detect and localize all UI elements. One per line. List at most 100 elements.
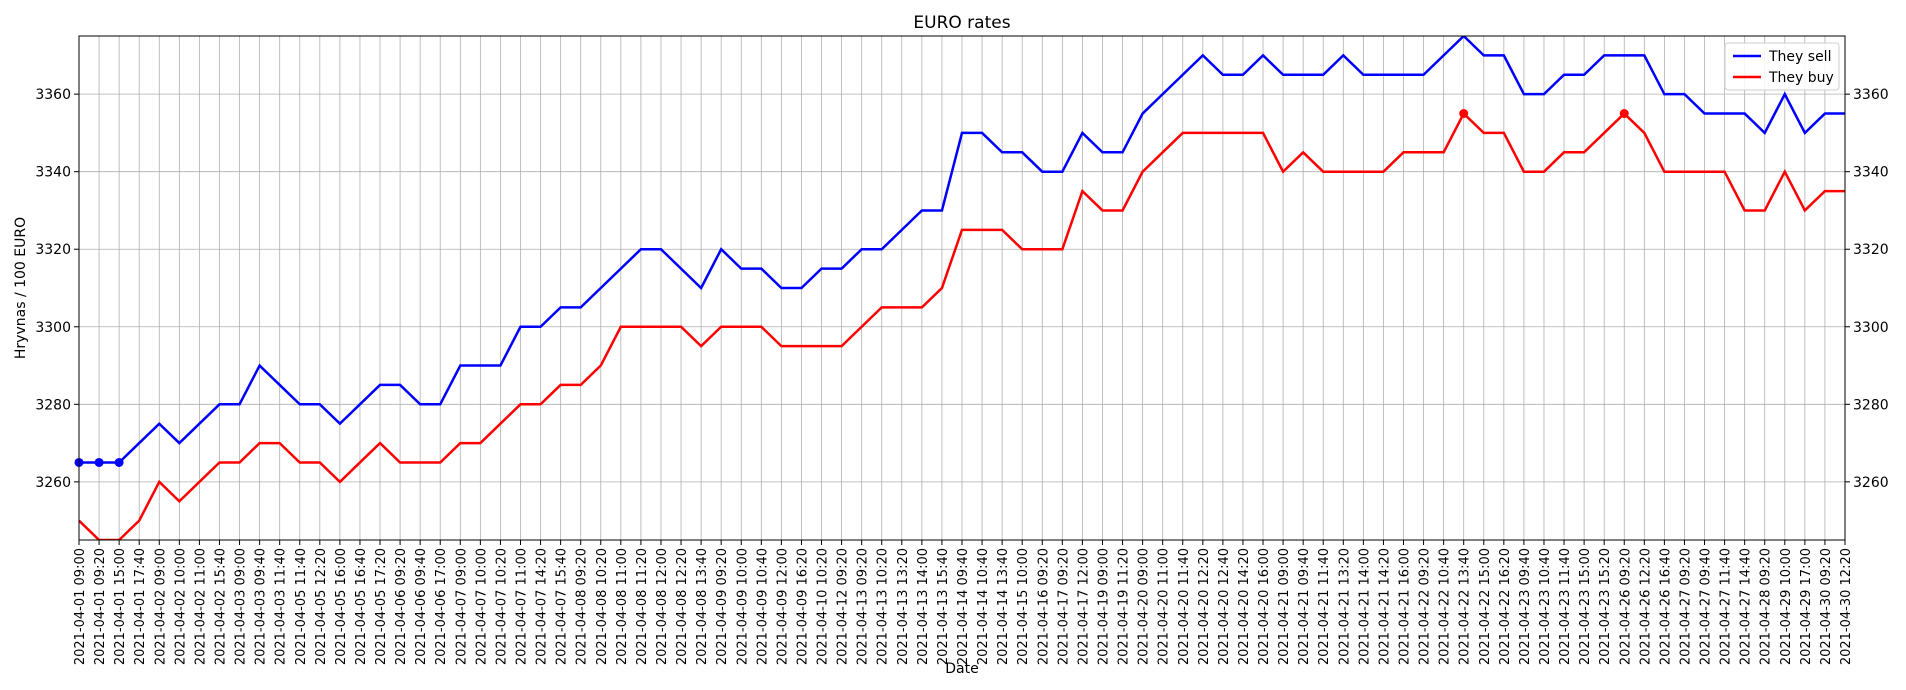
point-marker xyxy=(1619,109,1629,119)
x-tick-label: 2021-04-17 12:00 xyxy=(1076,548,1091,665)
x-tick-label: 2021-04-20 16:00 xyxy=(1257,548,1272,665)
y2-tick-label: 3340 xyxy=(1853,165,1889,181)
x-tick-label: 2021-04-08 10:20 xyxy=(595,548,610,665)
x-tick-label: 2021-04-01 15:00 xyxy=(113,548,128,665)
x-tick-label: 2021-04-21 14:00 xyxy=(1357,548,1372,665)
x-tick-label: 2021-04-02 10:00 xyxy=(173,548,188,665)
x-tick-label: 2021-04-20 09:00 xyxy=(1137,548,1152,665)
x-tick-label: 2021-04-15 10:00 xyxy=(1016,548,1031,665)
x-tick-label: 2021-04-07 14:20 xyxy=(535,548,550,665)
x-tick-label: 2021-04-27 14:40 xyxy=(1739,548,1754,665)
x-tick-label: 2021-04-30 12:20 xyxy=(1839,548,1854,665)
x-tick-label: 2021-04-20 11:40 xyxy=(1177,548,1192,665)
x-tick-label: 2021-04-26 16:40 xyxy=(1658,548,1673,665)
x-tick-label: 2021-04-06 09:20 xyxy=(394,548,409,665)
x-axis-label: Date xyxy=(945,661,978,677)
x-tick-label: 2021-04-05 11:40 xyxy=(294,548,309,665)
x-tick-label: 2021-04-27 09:40 xyxy=(1699,548,1714,665)
x-tick-label: 2021-04-30 09:20 xyxy=(1819,548,1834,665)
x-tick-label: 2021-04-09 10:40 xyxy=(755,548,770,665)
x-tick-label: 2021-04-02 15:40 xyxy=(213,548,228,665)
x-tick-label: 2021-04-21 09:40 xyxy=(1297,548,1312,665)
x-tick-label: 2021-04-23 09:40 xyxy=(1518,548,1533,665)
x-tick-label: 2021-04-03 09:40 xyxy=(254,548,269,665)
x-tick-label: 2021-04-12 09:20 xyxy=(836,548,851,665)
x-tick-label: 2021-04-23 11:40 xyxy=(1558,548,1573,665)
y-tick-label: 3260 xyxy=(35,475,71,491)
x-tick-label: 2021-04-09 09:20 xyxy=(715,548,730,665)
legend-label: They buy xyxy=(1768,70,1834,86)
y-tick-label: 3300 xyxy=(35,320,71,336)
x-tick-label: 2021-04-22 10:40 xyxy=(1438,548,1453,665)
y2-tick-label: 3300 xyxy=(1853,320,1889,336)
x-tick-label: 2021-04-05 16:40 xyxy=(354,548,369,665)
x-tick-label: 2021-04-09 16:20 xyxy=(795,548,810,665)
x-tick-label: 2021-04-17 09:20 xyxy=(1056,548,1071,665)
x-tick-label: 2021-04-03 09:00 xyxy=(234,548,249,665)
y2-tick-label: 3260 xyxy=(1853,475,1889,491)
x-tick-label: 2021-04-21 13:20 xyxy=(1337,548,1352,665)
x-tick-label: 2021-04-09 12:00 xyxy=(775,548,790,665)
x-tick-label: 2021-04-07 09:00 xyxy=(454,548,469,665)
x-tick-label: 2021-04-22 09:20 xyxy=(1418,548,1433,665)
y-tick-label: 3320 xyxy=(35,242,71,258)
plot-frame xyxy=(78,35,1846,541)
x-tick-label: 2021-04-13 13:20 xyxy=(896,548,911,665)
point-marker xyxy=(1459,109,1469,119)
x-tick-label: 2021-04-07 10:00 xyxy=(474,548,489,665)
x-tick-label: 2021-04-05 16:00 xyxy=(334,548,349,665)
x-tick-label: 2021-04-08 12:20 xyxy=(675,548,690,665)
x-tick-label: 2021-04-23 10:40 xyxy=(1538,548,1553,665)
x-tick-label: 2021-04-01 09:00 xyxy=(73,548,88,665)
x-tick-label: 2021-04-26 12:20 xyxy=(1638,548,1653,665)
x-tick-label: 2021-04-28 09:20 xyxy=(1759,548,1774,665)
x-tick-label: 2021-04-02 11:00 xyxy=(193,548,208,665)
x-tick-label: 2021-04-27 09:20 xyxy=(1678,548,1693,665)
x-tick-label: 2021-04-07 11:00 xyxy=(515,548,530,665)
x-tick-label: 2021-04-21 14:20 xyxy=(1377,548,1392,665)
x-tick-label: 2021-04-01 17:40 xyxy=(133,548,148,665)
x-tick-label: 2021-04-09 10:00 xyxy=(735,548,750,665)
y-axis-label: Hryvnas / 100 EURO xyxy=(13,217,29,359)
x-tick-label: 2021-04-16 09:20 xyxy=(1036,548,1051,665)
x-tick-label: 2021-04-23 15:00 xyxy=(1578,548,1593,665)
x-tick-label: 2021-04-20 11:00 xyxy=(1157,548,1172,665)
x-tick-label: 2021-04-05 17:20 xyxy=(374,548,389,665)
line-series xyxy=(79,36,1845,464)
x-tick-label: 2021-04-14 09:40 xyxy=(956,548,971,665)
x-tick-label: 2021-04-22 16:20 xyxy=(1498,548,1513,665)
point-marker xyxy=(114,457,124,467)
x-tick-label: 2021-04-08 11:00 xyxy=(615,548,630,665)
x-tick-label: 2021-04-21 09:00 xyxy=(1277,548,1292,665)
y2-tick-label: 3280 xyxy=(1853,397,1889,413)
x-tick-label: 2021-04-19 11:20 xyxy=(1117,548,1132,665)
x-tick-label: 2021-04-29 10:00 xyxy=(1779,548,1794,665)
x-tick-label: 2021-04-10 10:20 xyxy=(816,548,831,665)
x-tick-label: 2021-04-13 14:00 xyxy=(916,548,931,665)
x-tick-label: 2021-04-20 12:40 xyxy=(1217,548,1232,665)
x-tick-label: 2021-04-23 15:20 xyxy=(1598,548,1613,665)
x-tick-label: 2021-04-20 12:20 xyxy=(1197,548,1212,665)
x-tick-label: 2021-04-06 09:40 xyxy=(414,548,429,665)
y-tick-label: 3280 xyxy=(35,397,71,413)
y-tick-label: 3340 xyxy=(35,165,71,181)
x-tick-label: 2021-04-20 14:20 xyxy=(1237,548,1252,665)
x-tick-label: 2021-04-08 13:40 xyxy=(695,548,710,665)
x-tick-label: 2021-04-08 11:20 xyxy=(635,548,650,665)
x-tick-label: 2021-04-13 09:20 xyxy=(856,548,871,665)
x-tick-label: 2021-04-01 09:20 xyxy=(93,548,108,665)
x-tick-label: 2021-04-08 09:20 xyxy=(575,548,590,665)
x-tick-label: 2021-04-27 11:40 xyxy=(1719,548,1734,665)
x-tick-label: 2021-04-29 17:00 xyxy=(1799,548,1814,665)
x-tick-label: 2021-04-07 10:20 xyxy=(494,548,509,665)
x-tick-label: 2021-04-19 09:00 xyxy=(1096,548,1111,665)
x-tick-label: 2021-04-13 15:40 xyxy=(936,548,951,665)
x-tick-label: 2021-04-05 12:20 xyxy=(314,548,329,665)
chart-title: EURO rates xyxy=(913,13,1010,33)
legend-label: They sell xyxy=(1768,49,1831,65)
x-tick-label: 2021-04-14 13:40 xyxy=(996,548,1011,665)
x-tick-label: 2021-04-14 10:40 xyxy=(976,548,991,665)
x-tick-label: 2021-04-22 13:40 xyxy=(1458,548,1473,665)
x-tick-label: 2021-04-08 12:00 xyxy=(655,548,670,665)
